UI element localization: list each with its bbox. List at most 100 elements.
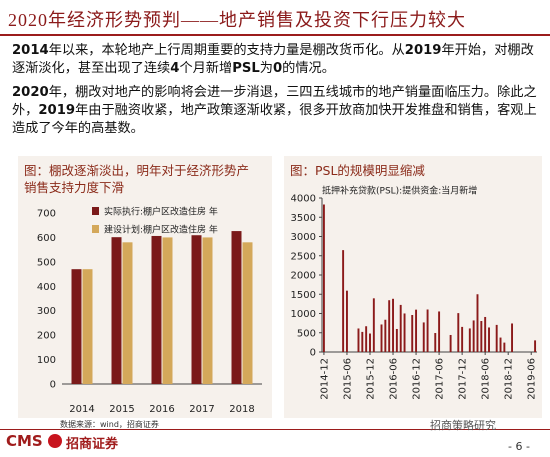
bar (399, 304, 402, 352)
x-tick-label: 2017-12 (458, 358, 469, 400)
bar (384, 319, 387, 352)
bar (495, 324, 498, 352)
text-run: 0 (272, 61, 283, 76)
bar (426, 309, 429, 352)
y-tick-label: 300 (37, 306, 56, 317)
bar (422, 322, 425, 352)
bar (380, 324, 383, 352)
bar (122, 242, 133, 384)
legend-label: 实际执行:棚户区改造住房 年 (104, 206, 218, 218)
bar (472, 320, 475, 352)
x-tick-label: 2015 (109, 404, 134, 415)
text-run: 2014 (12, 43, 49, 58)
legend-label: 建设计划:棚户区改造住房 年 (104, 224, 218, 236)
bar (403, 313, 406, 352)
legend-swatch (92, 207, 99, 215)
text-run: PSL (232, 61, 260, 76)
company: 招商证券 (66, 437, 119, 452)
logo-icon (48, 434, 62, 448)
text-run: 2020 (12, 85, 49, 100)
text-run: 的情况。 (282, 61, 335, 76)
bar (438, 311, 441, 352)
y-tick-label: 500 (297, 328, 316, 339)
x-tick-label: 2016-06 (389, 358, 400, 400)
bar (461, 326, 464, 352)
x-tick-label: 2014-12 (319, 358, 330, 400)
bar (476, 294, 479, 352)
logo: CMS (6, 432, 43, 450)
bar (484, 316, 487, 352)
legend-swatch (92, 225, 99, 233)
y-tick-label: 2500 (291, 251, 316, 262)
wechat: 招商策略研究 (430, 419, 496, 432)
bar (162, 237, 173, 384)
bar (488, 327, 490, 352)
text-run: 年以来，本轮地产上行周期重要的支持力量是棚改货币化。从 (48, 43, 405, 58)
bar (322, 204, 325, 352)
bar (480, 321, 483, 352)
bar (369, 333, 371, 352)
page-title: 2020年经济形势预判——地产销售及投资下行压力较大 (8, 10, 466, 30)
text-run: 2019 (38, 103, 76, 118)
bar (392, 298, 394, 352)
x-tick-label: 2015-12 (365, 358, 376, 400)
chart-title: 图：PSL的规模明显缩减 (290, 163, 425, 178)
text-run: 年开始，对棚改逐渐淡化，甚至出现了连续 (12, 43, 534, 76)
chart-panel (18, 156, 272, 418)
bar (434, 333, 437, 352)
text-run: 年，棚改对地产的影响将会进一步消退，三四五线城市的地产销量面临压力。除此之外， (12, 85, 537, 118)
title-rule (0, 34, 550, 36)
y-tick-label: 0 (310, 348, 316, 359)
bar (365, 326, 368, 352)
bar (388, 300, 391, 352)
x-tick-label: 2017 (189, 404, 214, 415)
y-tick-label: 0 (50, 380, 56, 391)
bar (503, 342, 506, 352)
text-run: 2019 (404, 43, 442, 58)
x-tick-label: 2018-12 (504, 358, 515, 400)
y-tick-label: 400 (37, 282, 56, 293)
text-run: 个月新增 (179, 61, 233, 76)
y-tick-label: 600 (37, 233, 56, 244)
x-tick-label: 2015-06 (342, 358, 353, 400)
x-tick-label: 2014 (69, 404, 94, 415)
paragraph: 2014年以来，本轮地产上行周期重要的支持力量是棚改货币化。从2019年开始，对… (12, 42, 540, 78)
bar (231, 231, 242, 384)
y-tick-label: 2000 (291, 271, 316, 282)
x-tick-label: 2018 (229, 404, 254, 415)
bar (449, 334, 452, 352)
text-run: 为 (259, 61, 273, 76)
y-tick-label: 1500 (291, 290, 316, 301)
bar (191, 235, 202, 384)
bar (82, 269, 93, 384)
bar (468, 328, 471, 352)
x-tick-label: 2019-06 (527, 358, 538, 400)
bar (71, 269, 82, 384)
bar (242, 242, 253, 384)
y-tick-label: 4000 (291, 194, 316, 205)
y-tick-label: 200 (37, 331, 56, 342)
bar (345, 290, 348, 352)
bar (415, 309, 418, 352)
bar (411, 315, 414, 352)
bar (361, 331, 364, 352)
text-run: 年由于融资收紧，地产政策逐渐收紧，很多开放商加快开发推盘和销售，客观上造成了今年… (12, 103, 537, 136)
bar (151, 235, 162, 384)
bar (342, 250, 345, 352)
paragraph: 2020年，棚改对地产的影响将会进一步消退，三四五线城市的地产销量面临压力。除此… (12, 84, 540, 138)
y-tick-label: 700 (37, 209, 56, 220)
legend-label: 抵押补充贷款(PSL):提供资金:当月新增 (322, 185, 477, 197)
y-tick-label: 500 (37, 257, 56, 268)
chart-panel (284, 156, 542, 418)
bar (499, 337, 502, 352)
bar (357, 328, 360, 352)
x-tick-label: 2017-06 (435, 358, 446, 400)
bar (372, 298, 375, 352)
source: 数据来源：wind，招商证券 (60, 420, 159, 429)
y-tick-label: 3000 (291, 232, 316, 243)
bar (395, 328, 398, 352)
bar (511, 323, 514, 352)
page-number: - 6 - (508, 440, 530, 453)
